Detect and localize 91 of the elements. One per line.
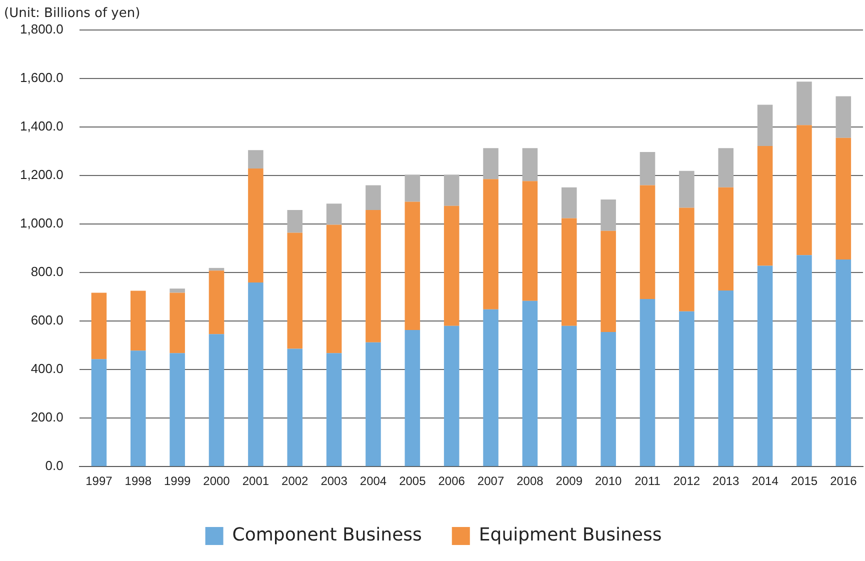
bar xyxy=(404,202,420,330)
x-tick-label: 2001 xyxy=(242,474,270,488)
bar xyxy=(287,210,303,233)
bar xyxy=(718,148,734,188)
bar xyxy=(170,288,185,293)
text: (Unit: Billions of yen) xyxy=(4,6,140,21)
y-tick-label: 1,800.0 xyxy=(20,22,64,37)
bar xyxy=(483,179,498,310)
bar xyxy=(836,138,852,260)
x-tick-label: 2011 xyxy=(634,474,661,488)
x-tick-label: 2007 xyxy=(477,474,504,488)
x-tick-label: 2006 xyxy=(438,474,466,488)
x-tick-label: 2013 xyxy=(712,474,740,488)
x-tick-label: 1998 xyxy=(124,474,152,488)
bar xyxy=(208,268,224,271)
bar xyxy=(562,218,577,326)
bar xyxy=(404,330,420,466)
bar xyxy=(170,292,185,354)
bar xyxy=(91,359,107,466)
bar xyxy=(444,174,460,206)
y-tick-label: 1,400.0 xyxy=(20,118,64,134)
bar xyxy=(326,204,342,225)
bar xyxy=(483,148,498,180)
y-tick-label: 800.0 xyxy=(30,264,64,280)
bar xyxy=(679,311,694,466)
x-tick-label: 1999 xyxy=(164,474,191,488)
bar xyxy=(366,210,381,342)
bar xyxy=(287,232,303,349)
bar xyxy=(718,290,734,466)
bar xyxy=(483,309,498,466)
bar xyxy=(130,350,146,466)
bar xyxy=(522,148,538,182)
bar xyxy=(404,174,420,202)
bar xyxy=(757,146,773,266)
bar xyxy=(640,298,656,466)
bar xyxy=(248,282,264,466)
x-tick-label: 2009 xyxy=(556,474,583,488)
bar xyxy=(366,185,381,210)
x-tick-label: 2015 xyxy=(790,474,818,488)
x-tick-label: 2005 xyxy=(399,474,426,488)
x-tick-label: 2014 xyxy=(752,474,779,488)
bar xyxy=(562,187,577,218)
bar xyxy=(170,353,185,466)
y-tick-label: 1,200.0 xyxy=(20,167,64,182)
bar xyxy=(208,334,224,466)
x-tick-label: 2016 xyxy=(830,474,858,488)
x-tick-label: 2003 xyxy=(320,474,348,488)
x-tick-label: 2008 xyxy=(516,474,544,488)
legend-label: Equipment Business xyxy=(478,524,662,546)
x-tick-label: 2004 xyxy=(360,474,387,488)
bar xyxy=(326,224,342,354)
bar xyxy=(718,187,734,291)
bar xyxy=(444,326,460,466)
bar xyxy=(836,259,852,466)
bar xyxy=(757,104,773,146)
bar xyxy=(836,96,852,138)
bar xyxy=(679,208,694,312)
bar xyxy=(326,353,342,466)
bar xyxy=(757,266,773,466)
bar xyxy=(640,152,656,186)
bar xyxy=(600,230,616,332)
bar xyxy=(287,348,303,466)
bar xyxy=(522,300,538,466)
legend-label: Component Business xyxy=(232,524,422,546)
bar xyxy=(248,150,264,168)
x-tick-label: 1997 xyxy=(86,474,113,488)
x-tick-label: 2010 xyxy=(594,474,622,488)
bar xyxy=(248,168,264,282)
x-tick-label: 2002 xyxy=(282,474,309,488)
bar xyxy=(91,292,107,360)
y-tick-label: 0.0 xyxy=(45,458,64,474)
bar xyxy=(796,255,812,466)
x-tick-label: 2012 xyxy=(673,474,700,488)
bar xyxy=(640,185,656,299)
y-tick-label: 1,000.0 xyxy=(20,216,64,231)
y-tick-label: 600.0 xyxy=(30,312,64,328)
bar xyxy=(600,200,616,231)
bar xyxy=(796,82,812,126)
bar xyxy=(679,170,694,208)
bar xyxy=(522,181,538,301)
y-tick-label: 400.0 xyxy=(30,361,64,376)
bar xyxy=(796,125,812,256)
x-tick-label: 2000 xyxy=(203,474,230,488)
bar xyxy=(130,290,146,351)
bar xyxy=(208,270,224,334)
y-tick-label: 1,600.0 xyxy=(20,70,64,86)
bar xyxy=(600,332,616,466)
bar xyxy=(444,206,460,326)
y-tick-label: 200.0 xyxy=(30,410,64,425)
bar xyxy=(366,342,381,466)
bar xyxy=(562,326,577,466)
